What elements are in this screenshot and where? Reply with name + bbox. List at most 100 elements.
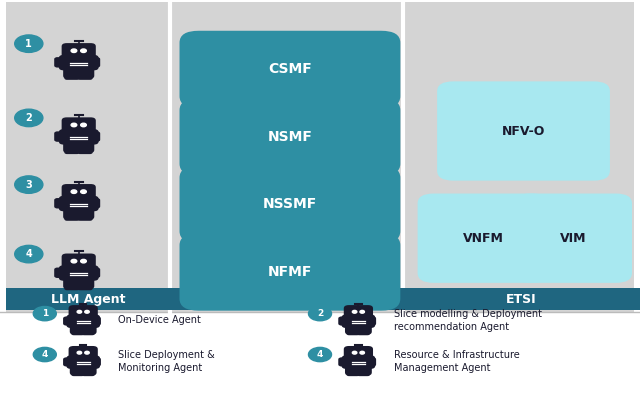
Text: 4: 4 — [42, 350, 48, 359]
Text: Slice Deployment &
Monitoring Agent: Slice Deployment & Monitoring Agent — [118, 350, 215, 373]
FancyBboxPatch shape — [179, 98, 401, 175]
FancyBboxPatch shape — [342, 314, 375, 328]
FancyBboxPatch shape — [59, 265, 99, 281]
Text: VIM: VIM — [559, 232, 586, 245]
FancyBboxPatch shape — [54, 268, 67, 278]
Circle shape — [81, 259, 86, 263]
FancyBboxPatch shape — [59, 196, 99, 211]
FancyBboxPatch shape — [67, 314, 100, 328]
Text: VNFM: VNFM — [463, 232, 504, 245]
FancyBboxPatch shape — [68, 357, 79, 366]
FancyBboxPatch shape — [82, 371, 95, 376]
Circle shape — [308, 347, 332, 362]
FancyBboxPatch shape — [179, 166, 401, 243]
FancyBboxPatch shape — [61, 43, 96, 61]
FancyBboxPatch shape — [344, 346, 373, 361]
Circle shape — [71, 49, 77, 52]
FancyBboxPatch shape — [403, 288, 640, 310]
FancyBboxPatch shape — [87, 268, 100, 278]
Circle shape — [81, 190, 86, 193]
FancyBboxPatch shape — [59, 129, 99, 145]
FancyBboxPatch shape — [365, 357, 376, 366]
FancyBboxPatch shape — [54, 131, 67, 142]
FancyBboxPatch shape — [68, 346, 98, 361]
FancyBboxPatch shape — [60, 198, 73, 208]
Text: NSSMF: NSSMF — [263, 197, 317, 212]
Circle shape — [33, 306, 56, 321]
Text: 1: 1 — [42, 309, 48, 318]
FancyBboxPatch shape — [76, 139, 94, 153]
FancyBboxPatch shape — [355, 322, 372, 335]
Circle shape — [33, 347, 56, 362]
FancyBboxPatch shape — [345, 363, 362, 376]
FancyBboxPatch shape — [63, 205, 81, 220]
FancyBboxPatch shape — [70, 363, 86, 376]
Circle shape — [81, 49, 86, 52]
FancyBboxPatch shape — [514, 194, 632, 283]
FancyBboxPatch shape — [343, 316, 355, 326]
FancyBboxPatch shape — [65, 284, 79, 290]
FancyBboxPatch shape — [71, 371, 84, 376]
Circle shape — [84, 351, 89, 354]
Text: 1: 1 — [26, 39, 32, 49]
FancyBboxPatch shape — [343, 357, 355, 366]
Circle shape — [360, 351, 364, 354]
Circle shape — [81, 123, 86, 127]
FancyBboxPatch shape — [54, 57, 67, 67]
Circle shape — [15, 109, 43, 127]
FancyBboxPatch shape — [355, 363, 372, 376]
FancyBboxPatch shape — [65, 215, 79, 221]
FancyBboxPatch shape — [63, 64, 81, 79]
FancyBboxPatch shape — [342, 355, 375, 369]
Text: 2: 2 — [26, 113, 32, 123]
Circle shape — [15, 176, 43, 193]
Text: 2: 2 — [317, 309, 323, 318]
FancyBboxPatch shape — [339, 357, 350, 366]
FancyBboxPatch shape — [77, 215, 93, 221]
FancyBboxPatch shape — [82, 330, 95, 335]
FancyBboxPatch shape — [67, 355, 100, 369]
FancyBboxPatch shape — [70, 322, 86, 335]
FancyBboxPatch shape — [60, 268, 73, 278]
FancyBboxPatch shape — [63, 139, 81, 153]
FancyBboxPatch shape — [417, 194, 548, 283]
Text: 3: 3 — [26, 179, 32, 190]
Circle shape — [353, 310, 357, 313]
FancyBboxPatch shape — [437, 81, 610, 181]
Text: NFMF: NFMF — [268, 265, 312, 279]
FancyBboxPatch shape — [60, 57, 73, 67]
Circle shape — [77, 310, 82, 313]
FancyBboxPatch shape — [61, 254, 96, 271]
Text: NFV-O: NFV-O — [502, 125, 545, 137]
FancyBboxPatch shape — [77, 284, 93, 290]
Circle shape — [71, 123, 77, 127]
Text: LLM Agent: LLM Agent — [51, 293, 125, 306]
Circle shape — [77, 351, 82, 354]
FancyBboxPatch shape — [68, 305, 98, 320]
FancyBboxPatch shape — [77, 74, 93, 80]
Text: On-Device Agent: On-Device Agent — [118, 315, 201, 326]
FancyBboxPatch shape — [170, 288, 403, 310]
FancyBboxPatch shape — [365, 316, 376, 326]
FancyBboxPatch shape — [71, 330, 84, 335]
FancyBboxPatch shape — [63, 275, 81, 289]
Circle shape — [15, 245, 43, 263]
FancyBboxPatch shape — [87, 131, 100, 142]
Circle shape — [308, 306, 332, 321]
Text: Resource & Infrastructure
Management Agent: Resource & Infrastructure Management Age… — [394, 350, 519, 373]
FancyBboxPatch shape — [54, 198, 67, 208]
FancyBboxPatch shape — [77, 148, 93, 154]
FancyBboxPatch shape — [90, 357, 101, 366]
FancyBboxPatch shape — [346, 330, 360, 335]
FancyBboxPatch shape — [65, 74, 79, 80]
FancyBboxPatch shape — [87, 198, 100, 208]
FancyBboxPatch shape — [80, 322, 97, 335]
FancyBboxPatch shape — [65, 148, 79, 154]
Text: 3GPP: 3GPP — [268, 293, 305, 306]
FancyBboxPatch shape — [179, 233, 401, 310]
FancyBboxPatch shape — [63, 357, 75, 366]
Text: NSMF: NSMF — [268, 130, 312, 144]
FancyBboxPatch shape — [59, 55, 99, 70]
FancyBboxPatch shape — [6, 288, 170, 310]
FancyBboxPatch shape — [61, 118, 96, 135]
